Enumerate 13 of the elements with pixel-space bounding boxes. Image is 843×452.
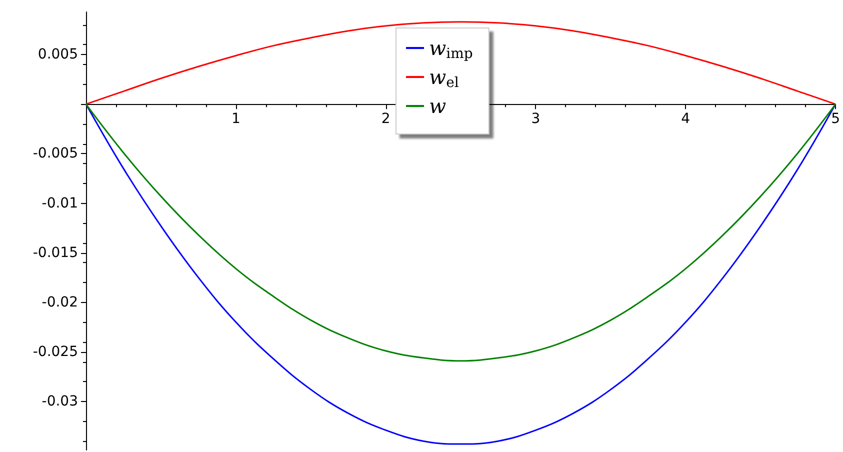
y-tick-label: 0.005: [38, 46, 78, 63]
x-tick-label: 5: [831, 111, 840, 128]
x-tick-label: 3: [531, 111, 540, 128]
y-tick-label: -0.005: [32, 146, 78, 162]
y-tick-label: -0.025: [32, 344, 78, 360]
x-tick-label: 1: [231, 111, 240, 128]
y-tick-label: -0.015: [32, 244, 78, 261]
y-tick-label: -0.01: [42, 195, 78, 212]
y-tick-label: -0.02: [42, 294, 78, 310]
legend-label: w: [429, 94, 446, 118]
y-tick-label: -0.03: [42, 393, 78, 410]
x-tick-label: 4: [681, 111, 690, 128]
x-tick-label: 2: [381, 111, 390, 128]
